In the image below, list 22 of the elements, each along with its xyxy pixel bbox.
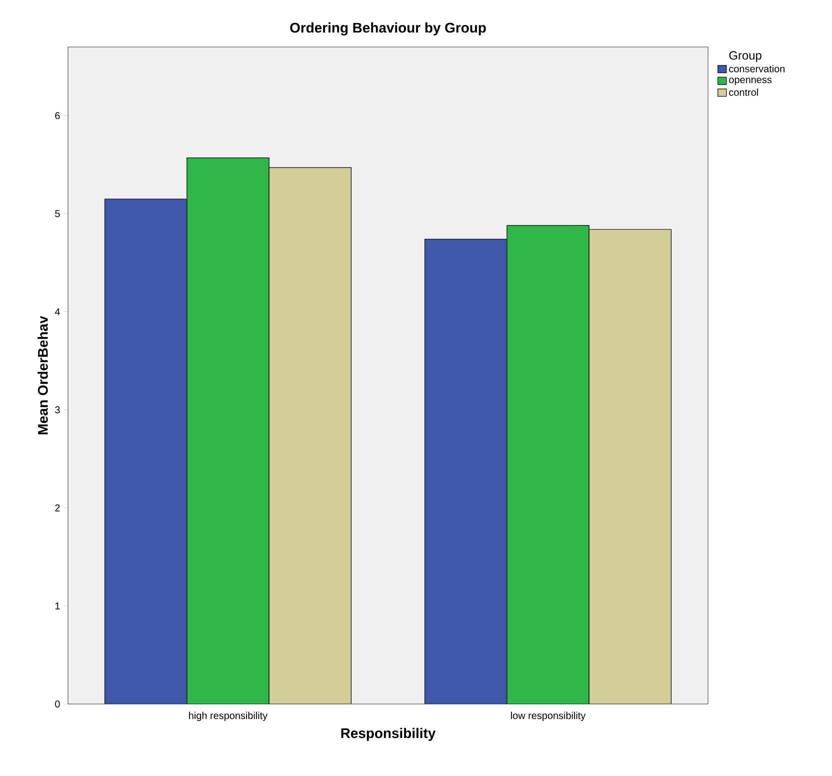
- y-tick-label: 6: [55, 112, 60, 120]
- x-tick-label: low responsibility: [511, 712, 586, 722]
- legend-label: control: [729, 88, 758, 96]
- bar: [588, 229, 672, 704]
- y-tick-label: 2: [55, 504, 60, 512]
- bar: [104, 198, 188, 704]
- y-tick-label: 5: [55, 210, 60, 218]
- y-tick-label: 4: [54, 308, 60, 316]
- x-axis-title: Responsibility: [341, 728, 436, 741]
- legend-label: conservation: [729, 65, 785, 72]
- legend-title: Group: [729, 51, 762, 62]
- bar: [506, 225, 590, 704]
- legend-label: openness: [729, 78, 772, 86]
- x-tick-label: high responsibility: [189, 712, 268, 722]
- bar: [268, 167, 352, 704]
- bar: [186, 158, 270, 704]
- y-tick-label: 0: [55, 700, 60, 708]
- y-tick-label: 1: [55, 602, 60, 610]
- y-axis-title: Mean OrderBehav: [38, 316, 48, 434]
- y-tick-label: 3: [55, 406, 60, 414]
- bar: [424, 238, 508, 704]
- chart-title: Ordering Behaviour by Group: [290, 22, 486, 36]
